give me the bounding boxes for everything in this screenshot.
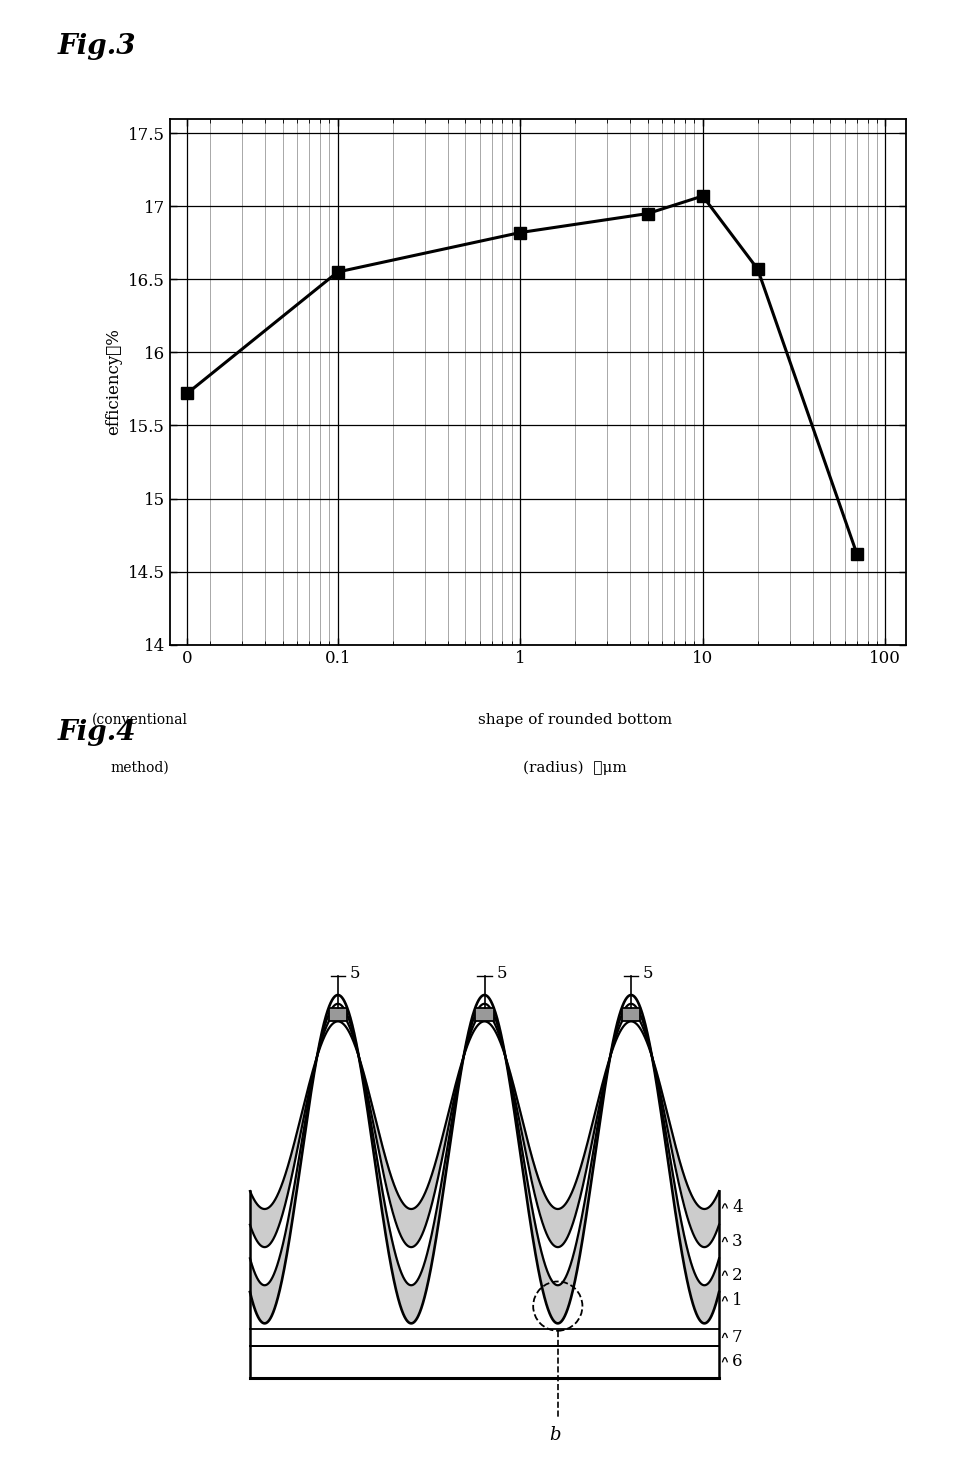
Text: (radius)  ／μm: (radius) ／μm [522,760,627,775]
Text: Fig.4: Fig.4 [58,719,137,745]
Text: 2: 2 [732,1267,742,1283]
Text: shape of rounded bottom: shape of rounded bottom [478,713,672,728]
Bar [328,1008,347,1021]
Text: 6: 6 [732,1353,742,1371]
Bar [622,1008,641,1021]
Text: 5: 5 [496,965,507,981]
Text: 4: 4 [732,1199,742,1217]
Bar [475,1008,494,1021]
Text: method): method) [110,760,170,775]
Y-axis label: efficiency／%: efficiency／% [106,328,122,436]
Text: b: b [549,1426,561,1443]
Text: 1: 1 [732,1292,742,1309]
Text: Fig.3: Fig.3 [58,33,137,59]
Text: (conventional: (conventional [92,713,188,728]
Text: 7: 7 [732,1329,742,1346]
Text: 3: 3 [732,1233,742,1249]
Text: 5: 5 [350,965,360,981]
Text: 5: 5 [642,965,653,981]
